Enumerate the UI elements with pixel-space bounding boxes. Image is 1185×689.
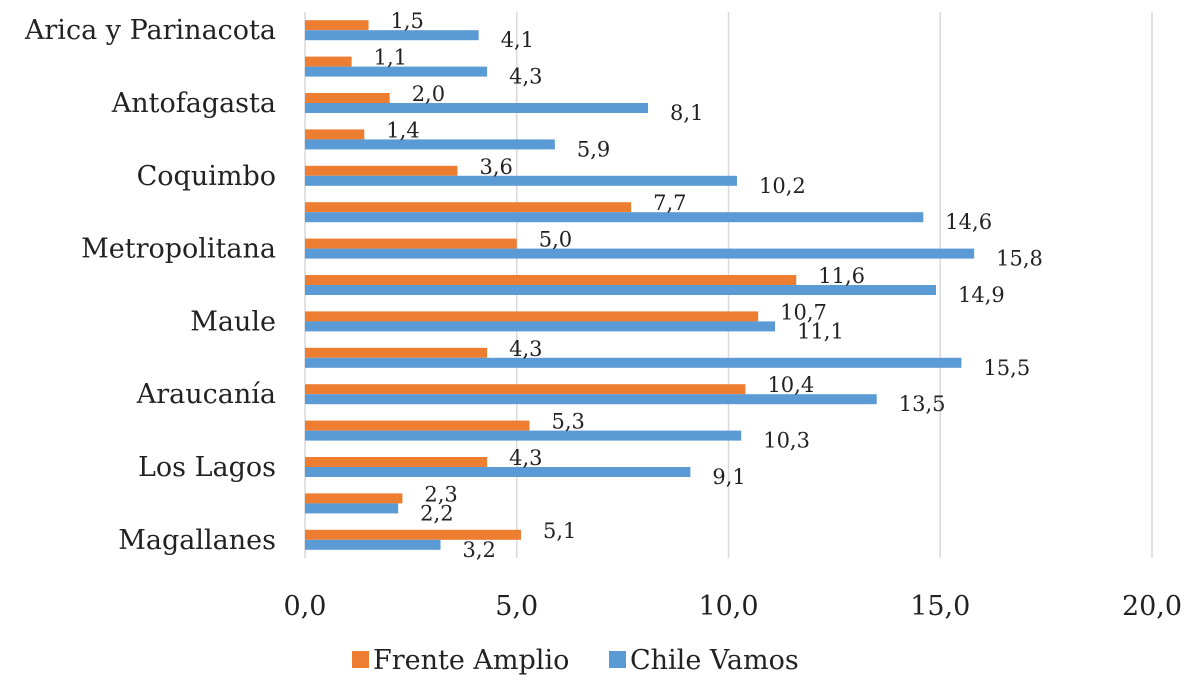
category-label: Maule: [190, 306, 276, 337]
bar-frente-amplio: [305, 347, 488, 358]
legend-swatch: [609, 651, 626, 668]
bar-chile-vamos: [305, 503, 399, 514]
data-label-frente-amplio: 7,7: [653, 191, 686, 215]
bar-frente-amplio: [305, 493, 403, 504]
data-label-chile-vamos: 15,5: [983, 356, 1030, 380]
legend-swatch: [352, 651, 369, 668]
bar-chile-vamos: [305, 103, 649, 113]
bar-chile-vamos: [305, 248, 975, 259]
data-label-frente-amplio: 2,0: [412, 82, 445, 106]
data-labels: 1,5 4,1 1,1 4,3 2,0 8,1 1,4 5,9 3,6 10,2 7,7 14,6 5,…: [374, 9, 1043, 562]
bars: [305, 20, 975, 550]
legend-label: Chile Vamos: [630, 645, 799, 676]
data-label-frente-amplio: 11,6: [818, 264, 865, 288]
category-label: Arica y Parinacota: [24, 15, 276, 46]
data-label-chile-vamos: 14,6: [945, 210, 992, 234]
data-label-chile-vamos: 10,3: [763, 429, 810, 453]
x-tick-label: 15,0: [910, 591, 970, 622]
bar-chile-vamos: [305, 139, 555, 150]
bar-chile-vamos: [305, 30, 479, 41]
data-label-chile-vamos: 9,1: [712, 465, 745, 489]
category-label: Antofagasta: [111, 88, 276, 119]
bar-frente-amplio: [305, 457, 488, 467]
data-label-chile-vamos: 3,2: [463, 538, 496, 562]
data-label-frente-amplio: 3,6: [479, 155, 512, 179]
legend: Frente Amplio Chile Vamos: [352, 645, 799, 676]
x-tick-label: 5,0: [495, 591, 538, 622]
bar-frente-amplio: [305, 93, 390, 103]
data-label-frente-amplio: 1,1: [374, 46, 407, 70]
bar-frente-amplio: [305, 56, 352, 67]
category-labels: Arica y Parinacota Antofagasta Coquimbo Met…: [24, 15, 276, 556]
bar-frente-amplio: [305, 384, 746, 395]
data-label-frente-amplio: 2,3: [424, 482, 457, 506]
bar-frente-amplio: [305, 202, 632, 213]
data-label-chile-vamos: 8,1: [670, 101, 703, 125]
x-tick-label: 0,0: [284, 591, 327, 622]
data-label-chile-vamos: 11,1: [797, 319, 844, 343]
data-label-frente-amplio: 5,0: [539, 228, 572, 252]
bar-chile-vamos: [305, 394, 877, 405]
data-label-frente-amplio: 10,4: [767, 373, 814, 397]
data-label-frente-amplio: 5,1: [543, 519, 576, 543]
legend-item-chile-vamos: Chile Vamos: [609, 645, 799, 676]
data-label-frente-amplio: 4,3: [509, 446, 542, 470]
data-label-chile-vamos: 4,3: [509, 65, 542, 89]
bar-chile-vamos: [305, 467, 691, 477]
bar-frente-amplio: [305, 20, 369, 31]
data-label-chile-vamos: 15,8: [996, 247, 1043, 271]
x-tick-label: 20,0: [1122, 591, 1182, 622]
bar-chile-vamos: [305, 321, 776, 332]
data-label-frente-amplio: 10,7: [780, 300, 827, 324]
bar-chile-vamos: [305, 212, 924, 223]
category-label: Magallanes: [118, 525, 276, 556]
data-label-chile-vamos: 5,9: [577, 137, 610, 161]
data-label-frente-amplio: 1,5: [391, 9, 424, 33]
category-label: Los Lagos: [138, 452, 276, 483]
legend-label: Frente Amplio: [373, 645, 569, 676]
data-label-chile-vamos: 14,9: [958, 283, 1005, 307]
x-axis-tick-labels: 0,0 5,0 10,0 15,0 20,0: [284, 591, 1183, 622]
data-label-frente-amplio: 1,4: [386, 118, 419, 142]
bar-chile-vamos: [305, 357, 962, 368]
category-label: Metropolitana: [81, 234, 276, 265]
bar-chile-vamos: [305, 539, 441, 550]
data-label-frente-amplio: 5,3: [551, 410, 584, 434]
data-label-chile-vamos: 2,2: [420, 501, 453, 525]
data-label-chile-vamos: 13,5: [899, 392, 946, 416]
bar-frente-amplio: [305, 529, 521, 540]
bar-chile-vamos: [305, 285, 937, 295]
bar-frente-amplio: [305, 238, 517, 249]
category-label: Coquimbo: [137, 161, 276, 192]
data-label-chile-vamos: 4,1: [501, 28, 534, 52]
bar-frente-amplio: [305, 165, 458, 176]
data-label-chile-vamos: 10,2: [759, 174, 806, 198]
data-label-frente-amplio: 4,3: [509, 337, 542, 361]
x-tick-label: 10,0: [698, 591, 758, 622]
legend-item-frente-amplio: Frente Amplio: [352, 645, 569, 676]
bar-frente-amplio: [305, 129, 365, 140]
bar-frente-amplio: [305, 311, 759, 322]
bar-chile-vamos: [305, 175, 737, 186]
bar-frente-amplio: [305, 420, 530, 431]
bar-chile-vamos: [305, 430, 742, 441]
category-label: Araucanía: [136, 379, 276, 410]
bar-chile-vamos: [305, 66, 488, 77]
bar-frente-amplio: [305, 275, 797, 285]
